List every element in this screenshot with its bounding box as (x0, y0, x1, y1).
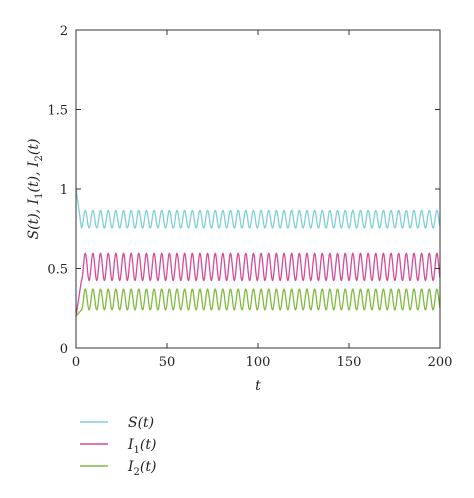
x-axis-title: t (255, 378, 261, 394)
x-axis-label: t (255, 378, 261, 394)
x-tick-label: 100 (246, 355, 271, 370)
y-tick-label: 0.5 (47, 263, 68, 278)
y-axis-title: S(t), I1(t), I2(t) (26, 139, 45, 240)
y-tick-label: 1.5 (47, 104, 68, 119)
legend: S(t) I1(t) I2(t) (80, 415, 156, 478)
y-tick-label: 2 (60, 24, 68, 39)
plot-area: 0 50 100 150 200 0 0.5 1 1.5 2 (47, 24, 452, 370)
series-line-2 (75, 288, 441, 317)
x-tick-label: 50 (159, 355, 176, 370)
x-tick-label: 150 (337, 355, 362, 370)
series-line-1 (75, 252, 441, 317)
series-line-0 (75, 188, 441, 230)
y-tick-label: 0 (60, 342, 68, 357)
x-tick-label: 200 (428, 355, 453, 370)
y-tick-label: 1 (60, 183, 68, 198)
y-axis-label: S(t), I1(t), I2(t) (26, 139, 45, 240)
legend-label-2: I2(t) (127, 459, 156, 478)
x-tick-label: 0 (72, 355, 80, 370)
legend-label-0: S(t) (128, 415, 154, 431)
legend-label-1: I1(t) (127, 437, 156, 456)
